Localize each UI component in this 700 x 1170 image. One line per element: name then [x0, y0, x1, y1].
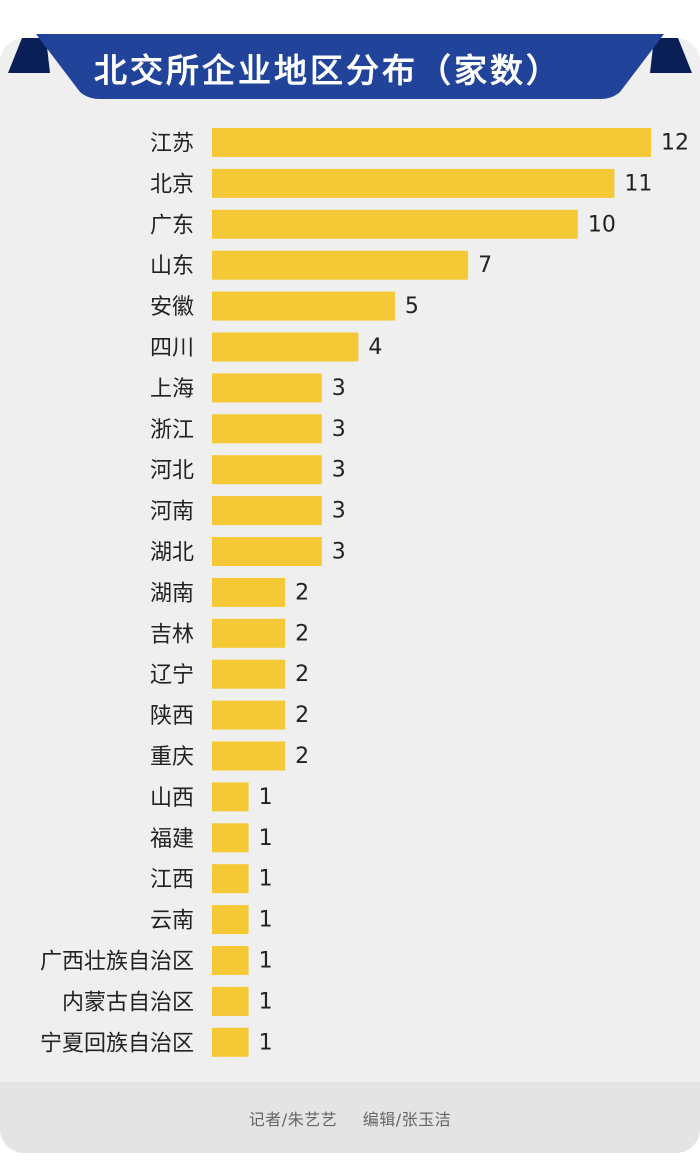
category-label: 吉林: [150, 622, 194, 647]
bar-chart: 江苏北京广东山东安徽四川上海浙江河北河南湖北湖南吉林辽宁陕西重庆山西福建江西云南…: [40, 128, 689, 1057]
chart-title: 北交所企业地区分布（家数）: [94, 51, 562, 90]
bar: [212, 659, 286, 689]
bar: [212, 373, 322, 403]
bar: [212, 332, 359, 362]
value-label: 1: [259, 826, 273, 851]
category-label: 河南: [150, 500, 194, 525]
bar: [212, 946, 249, 975]
category-label: 河北: [150, 459, 194, 484]
title-banner: [8, 34, 692, 99]
value-label: 1: [259, 989, 273, 1014]
value-label: 3: [332, 499, 346, 524]
bar: [212, 537, 322, 566]
value-label: 3: [332, 376, 346, 401]
bar: [212, 209, 578, 239]
category-label: 辽宁: [150, 663, 194, 688]
bar: [212, 250, 469, 280]
bar: [212, 782, 249, 812]
value-label: 2: [295, 662, 309, 687]
category-label: 广西壮族自治区: [40, 950, 194, 975]
category-label: 浙江: [150, 418, 194, 443]
category-label: 北京: [150, 172, 194, 197]
banner-fold-right: [650, 38, 692, 73]
category-label: 内蒙古自治区: [62, 990, 194, 1015]
bar: [212, 128, 651, 157]
credits: 记者/朱艺艺 编辑/张玉洁: [0, 1106, 700, 1130]
bars: [212, 128, 651, 1057]
category-label: 云南: [150, 909, 194, 934]
bar: [212, 496, 322, 526]
banner-shape: [36, 34, 664, 99]
bar: [212, 741, 286, 771]
category-label: 湖北: [150, 541, 194, 566]
category-label: 山西: [150, 786, 194, 811]
category-label: 四川: [150, 336, 194, 361]
value-label: 4: [368, 335, 382, 360]
value-label: 5: [405, 294, 419, 319]
value-label: 12: [661, 131, 689, 156]
value-label: 1: [259, 949, 273, 974]
bar: [212, 618, 286, 648]
value-label: 1: [259, 908, 273, 933]
value-label: 1: [259, 867, 273, 892]
bar: [212, 905, 249, 935]
bar: [212, 823, 249, 853]
bar: [212, 986, 249, 1016]
value-label: 2: [295, 621, 309, 646]
value-label: 10: [588, 212, 616, 237]
category-label: 福建: [150, 827, 194, 852]
bar: [212, 577, 286, 607]
category-label: 上海: [150, 377, 194, 402]
category-label: 陕西: [150, 704, 194, 729]
editor-credit: 编辑/张玉洁: [362, 1110, 452, 1129]
value-label: 1: [259, 1030, 273, 1055]
bar: [212, 168, 615, 198]
category-label: 重庆: [150, 745, 194, 770]
banner-fold-left: [8, 38, 50, 73]
category-label: 宁夏回族自治区: [40, 1031, 194, 1056]
value-label: 3: [332, 458, 346, 483]
category-label: 安徽: [150, 295, 194, 320]
category-label: 江苏: [150, 132, 194, 157]
reporter-credit: 记者/朱艺艺: [248, 1110, 338, 1129]
value-label: 3: [332, 417, 346, 442]
value-label: 7: [478, 253, 492, 278]
category-label: 湖南: [150, 581, 194, 606]
bar: [212, 291, 395, 321]
value-label: 2: [295, 744, 309, 769]
category-label: 江西: [150, 868, 194, 893]
bar: [212, 700, 286, 730]
value-label: 2: [295, 703, 309, 728]
value-label: 3: [332, 540, 346, 565]
value-label: 1: [259, 785, 273, 810]
category-label: 山东: [150, 254, 194, 279]
category-label: 广东: [150, 213, 194, 238]
bar: [212, 455, 322, 485]
footer-band: [0, 1082, 700, 1153]
bar: [212, 414, 322, 444]
value-label: 11: [624, 171, 652, 196]
category-labels: 江苏北京广东山东安徽四川上海浙江河北河南湖北湖南吉林辽宁陕西重庆山西福建江西云南…: [40, 132, 194, 1057]
bar: [212, 1027, 249, 1057]
value-label: 2: [295, 580, 309, 605]
bar: [212, 864, 249, 894]
